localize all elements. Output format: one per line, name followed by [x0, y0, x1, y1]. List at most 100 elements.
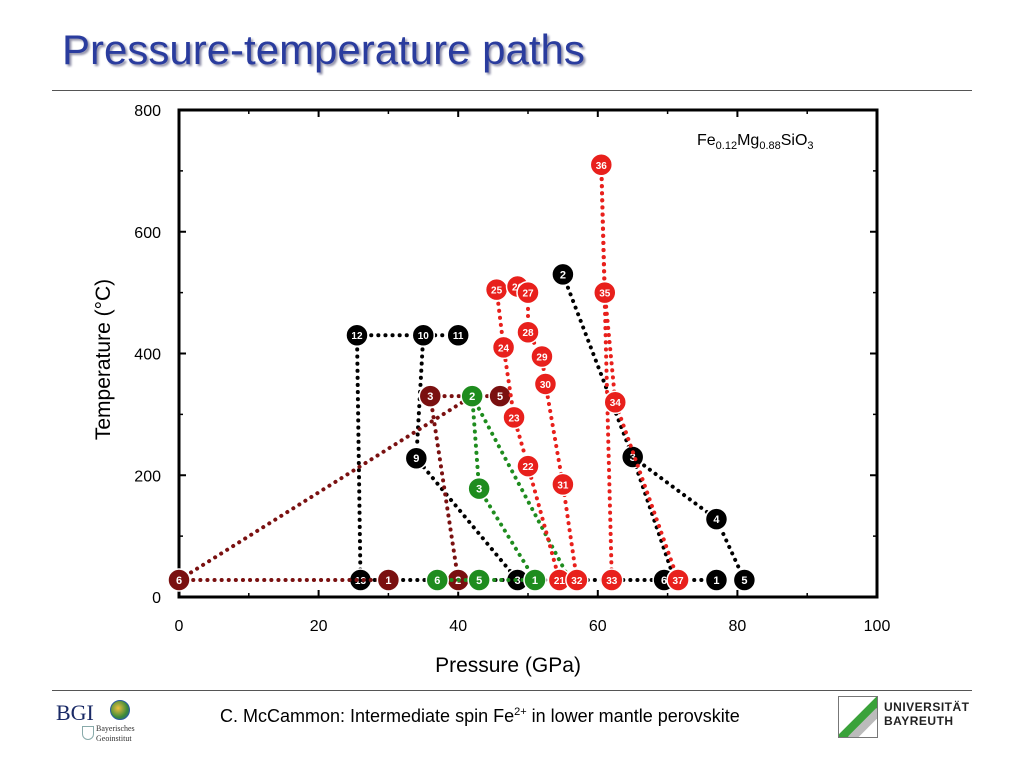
- data-point: [446, 323, 470, 347]
- data-point: [411, 323, 436, 347]
- annotation-text: Fe: [697, 132, 716, 149]
- data-point-label: 30: [540, 380, 552, 391]
- data-point: [551, 472, 575, 497]
- data-point-label: 25: [491, 286, 503, 297]
- data-point-label: 33: [606, 576, 618, 587]
- data-point-label: 12: [351, 331, 363, 342]
- data-point: [418, 384, 443, 408]
- data-point-label: 1: [385, 575, 391, 587]
- data-point: [516, 320, 540, 344]
- data-point: [620, 445, 645, 469]
- y-tick-label: 400: [134, 347, 161, 364]
- data-point-label: 29: [536, 353, 548, 364]
- path-segment: [177, 394, 475, 582]
- footer-superscript: 2+: [514, 706, 527, 718]
- x-tick-label: 60: [589, 618, 607, 635]
- footer-divider: [52, 690, 972, 691]
- x-tick-label: 80: [729, 618, 747, 635]
- data-point-label: 5: [741, 575, 747, 587]
- data-point: [704, 507, 729, 531]
- bgi-sub-line1: Bayerisches: [96, 724, 135, 733]
- data-point-label: 3: [427, 391, 433, 403]
- bgi-logo-subtitle: Bayerisches Geoinstitut: [96, 724, 135, 744]
- path-segment: [414, 333, 520, 582]
- y-tick-label: 800: [134, 103, 161, 120]
- data-point-label: 5: [497, 391, 503, 403]
- data-point: [589, 153, 614, 177]
- path-segment: [355, 333, 363, 582]
- path-segment: [599, 162, 614, 582]
- data-point-label: 21: [554, 576, 566, 587]
- data-point: [565, 568, 589, 592]
- data-point-label: 37: [673, 576, 685, 587]
- annotation-text: SiO: [781, 132, 808, 149]
- annotation-text: Mg: [737, 132, 759, 149]
- data-point-label: 24: [498, 343, 510, 354]
- data-point-label: 1: [713, 575, 719, 587]
- data-point-label: 11: [453, 331, 464, 342]
- data-point: [425, 568, 450, 592]
- data-point-label: 3: [630, 452, 636, 464]
- data-point-label: 10: [418, 331, 430, 342]
- plot-frame: [177, 108, 879, 599]
- data-point: [467, 476, 491, 501]
- data-point-label: 31: [557, 480, 569, 491]
- slide-title: Pressure-temperature paths: [62, 26, 585, 73]
- data-point: [167, 568, 191, 592]
- path-segment: [428, 394, 461, 582]
- data-point-label: 13: [355, 576, 367, 587]
- data-point-label: 23: [508, 413, 520, 424]
- ub-line2: BAYREUTH: [884, 714, 954, 728]
- composition-annotation: Fe0.12Mg0.88SiO3: [697, 132, 814, 152]
- data-point-label: 3: [476, 484, 482, 496]
- data-point-label: 5: [476, 575, 482, 587]
- data-point: [491, 335, 516, 360]
- series-red: 3625262728242930232231353421323337: [484, 153, 690, 592]
- bgi-sub-line2: Geoinstitut: [96, 734, 132, 743]
- data-point: [600, 568, 624, 592]
- data-point: [666, 568, 690, 592]
- pt-chart: 0 20 40 60 80 100 0 200 400 600 800 Pressure (GPa) T…: [92, 103, 891, 677]
- data-point: [551, 262, 575, 287]
- annotation-subscript: 0.88: [759, 140, 780, 152]
- x-tick-label: 100: [864, 618, 891, 635]
- globe-icon: [110, 700, 130, 720]
- footer-prefix: C. McCammon: Intermediate spin Fe: [220, 706, 515, 726]
- data-point: [516, 280, 540, 305]
- footer-suffix: in lower mantle perovskite: [526, 706, 740, 726]
- data-point-label: 28: [522, 328, 534, 339]
- y-tick-label: 0: [152, 590, 161, 607]
- bgi-logo: BGI Bayerisches Geoinstitut: [52, 696, 152, 756]
- bgi-logo-text: BGI: [56, 700, 94, 725]
- data-point: [593, 280, 617, 305]
- data-point-label: 6: [176, 575, 182, 587]
- y-tick-label: 200: [134, 468, 161, 485]
- data-point-label: 1: [532, 575, 538, 587]
- data-point-label: 36: [596, 161, 608, 172]
- data-point: [530, 344, 554, 369]
- path-segment: [630, 455, 747, 582]
- annotation-subscript: 3: [807, 140, 813, 152]
- path-segment: [599, 162, 681, 582]
- ub-line1: UNIVERSITÄT: [884, 700, 970, 714]
- data-point-label: 2: [469, 391, 475, 403]
- shield-icon: [82, 726, 94, 740]
- x-tick-label: 20: [310, 618, 328, 635]
- title-divider: [52, 90, 972, 91]
- data-point: [732, 568, 757, 592]
- x-axis-label: Pressure (GPa): [435, 654, 581, 677]
- data-point-label: 34: [610, 398, 622, 409]
- data-point: [376, 568, 401, 592]
- university-bayreuth-logo: UNIVERSITÄT BAYREUTH: [838, 696, 978, 740]
- data-point: [603, 390, 627, 414]
- ub-logo-text: UNIVERSITÄT BAYREUTH: [884, 700, 970, 728]
- data-point-label: 2: [560, 269, 566, 281]
- data-point: [533, 372, 558, 396]
- x-tick-label: 40: [449, 618, 467, 635]
- data-point-label: 3: [514, 575, 520, 587]
- y-axis-label: Temperature (°C): [92, 279, 115, 440]
- data-point: [502, 405, 526, 430]
- data-point: [523, 568, 547, 592]
- data-point-label: 27: [522, 289, 534, 300]
